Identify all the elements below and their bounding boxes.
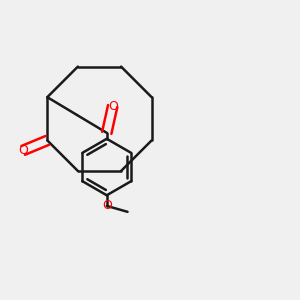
Text: O: O — [108, 100, 118, 112]
Text: O: O — [102, 200, 112, 212]
Text: O: O — [18, 144, 28, 157]
